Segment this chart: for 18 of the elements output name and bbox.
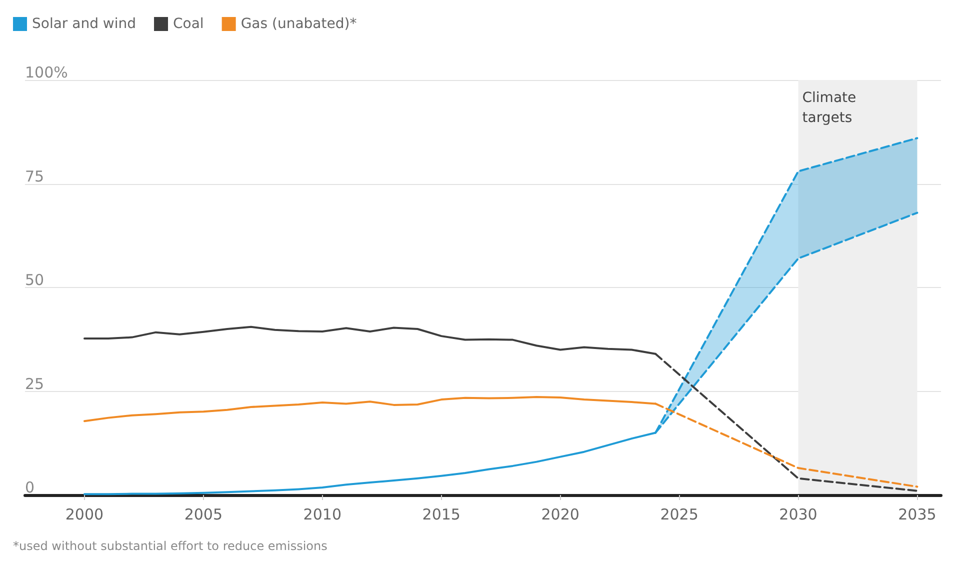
- x-tick-label: 2035: [898, 506, 936, 524]
- legend-label: Gas (unabated)*: [240, 16, 357, 32]
- x-tick-label: 2020: [541, 506, 580, 524]
- x-tick-label: 2000: [65, 506, 104, 524]
- x-tick-label: 2015: [422, 506, 460, 524]
- x-tick-label: 2025: [660, 506, 698, 524]
- y-tick-label: 100%: [25, 64, 68, 82]
- y-tick-label: 75: [25, 167, 44, 186]
- legend-label: Coal: [173, 16, 204, 32]
- y-tick-label: 25: [25, 374, 44, 393]
- x-tick-label: 2010: [303, 506, 342, 524]
- x-tick-label: 2030: [779, 506, 818, 524]
- y-tick-label: 50: [25, 271, 44, 289]
- band-label: Climate targets: [802, 90, 861, 126]
- text: *used without substantial effort to reduce emissions: [13, 539, 328, 553]
- legend-label: Solar and wind: [32, 16, 136, 32]
- x-tick-label: 2005: [184, 506, 223, 524]
- y-tick-label: 0: [25, 478, 35, 496]
